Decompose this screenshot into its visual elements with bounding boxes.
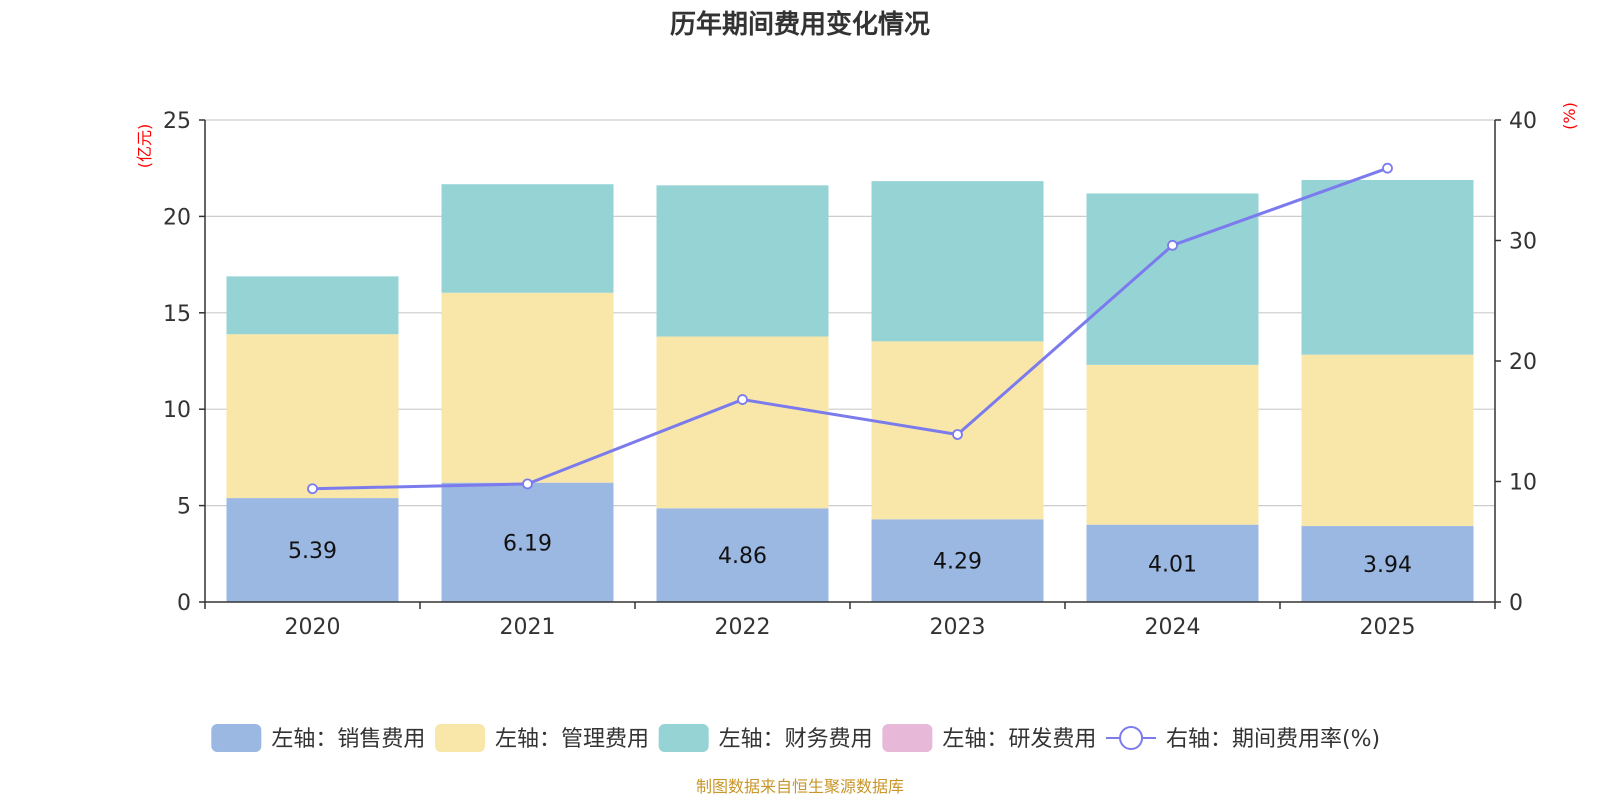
bar-segment [441,292,614,483]
legend: 左轴：销售费用 左轴：管理费用 左轴：财务费用 左轴：研发费用 右轴：期间费用率(%) [211,724,1380,752]
bar-data-label: 4.29 [933,550,982,575]
legend-label: 右轴：期间费用率(%) [1166,727,1380,752]
y-right-tick-label: 40 [1509,109,1537,134]
y-left-tick-label: 20 [163,205,191,230]
y-left-axis-label: (亿元) [135,124,154,169]
bar-segment [656,508,829,602]
chart-title: 历年期间费用变化情况 [670,9,930,40]
bar-segment [656,185,829,337]
bar-segment [226,334,399,499]
x-tick-label: 2024 [1145,615,1201,640]
x-tick-label: 2025 [1360,615,1416,640]
legend-swatch [435,724,485,752]
legend-label: 左轴：管理费用 [495,727,649,752]
bar-segment [1301,179,1474,355]
y-left-tick-label: 25 [163,109,191,134]
line-point [1382,162,1393,174]
bar-data-label: 6.19 [503,531,552,556]
line-point [1167,239,1178,251]
legend-swatch [882,724,933,752]
y-left-tick-label: 0 [177,591,191,616]
bar-segment [441,184,614,293]
y-left-tick-label: 10 [163,398,191,423]
bar-segment [871,181,1044,342]
bar-segment [441,482,614,602]
legend-label: 左轴：财务费用 [719,727,873,752]
line-point [952,429,963,440]
bar-segment [1086,364,1259,525]
y-right-tick-label: 10 [1509,471,1537,496]
series-line [312,166,1389,491]
legend-swatch [658,724,709,752]
bar-segment [226,276,399,335]
line-layer [307,162,1393,495]
y-right-axis-label: (%) [1560,102,1579,130]
x-tick-label: 2022 [715,615,771,640]
line-point [522,478,533,490]
bar-data-label: 3.94 [1363,553,1412,578]
y-left-tick-label: 15 [163,302,191,327]
y-right-tick-label: 0 [1509,591,1523,616]
bar-segment [1086,524,1259,602]
line-point [737,394,748,405]
line-point [307,483,318,495]
y-right-tick-label: 20 [1509,350,1537,375]
bars-layer [226,179,1474,602]
legend-label: 左轴：研发费用 [942,727,1096,752]
x-tick-label: 2021 [500,615,556,640]
bar-segment [1086,193,1259,365]
bar-data-label: 4.86 [718,544,767,569]
legend-label: 左轴：销售费用 [271,727,425,752]
bar-segment [1301,354,1474,527]
bar-segment [226,498,399,602]
bar-segment [1301,526,1474,602]
legend-marker [1119,726,1144,750]
bar-segment [871,519,1044,602]
y-left-tick-label: 5 [177,495,191,520]
label-layer: 5.39 6.19 4.86 4.29 4.01 3.94 [288,531,1412,578]
footer-source: 制图数据来自恒生聚源数据库 [696,777,904,796]
bar-data-label: 4.01 [1148,552,1197,577]
x-tick-label: 2023 [930,615,986,640]
legend-swatch [211,724,262,752]
grid-layer [205,119,1495,507]
y-right-tick-label: 30 [1509,230,1537,255]
bar-data-label: 5.39 [288,539,337,564]
x-tick-label: 2020 [285,615,341,640]
